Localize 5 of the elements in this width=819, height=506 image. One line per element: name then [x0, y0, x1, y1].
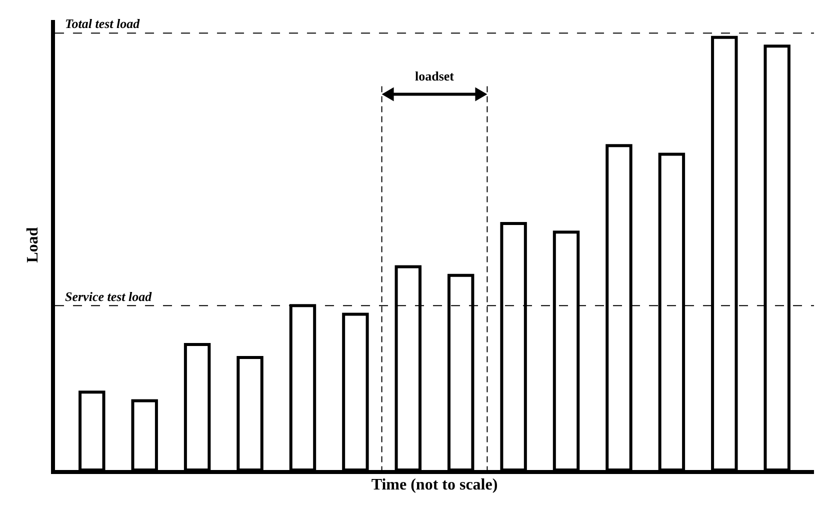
ref-line-label: Total test load — [65, 16, 140, 31]
x-axis-title: Time (not to scale) — [371, 476, 498, 494]
y-axis-title: Load — [24, 227, 42, 263]
ref-line-label: Service test load — [65, 289, 152, 304]
annotation: loadset — [415, 68, 455, 84]
